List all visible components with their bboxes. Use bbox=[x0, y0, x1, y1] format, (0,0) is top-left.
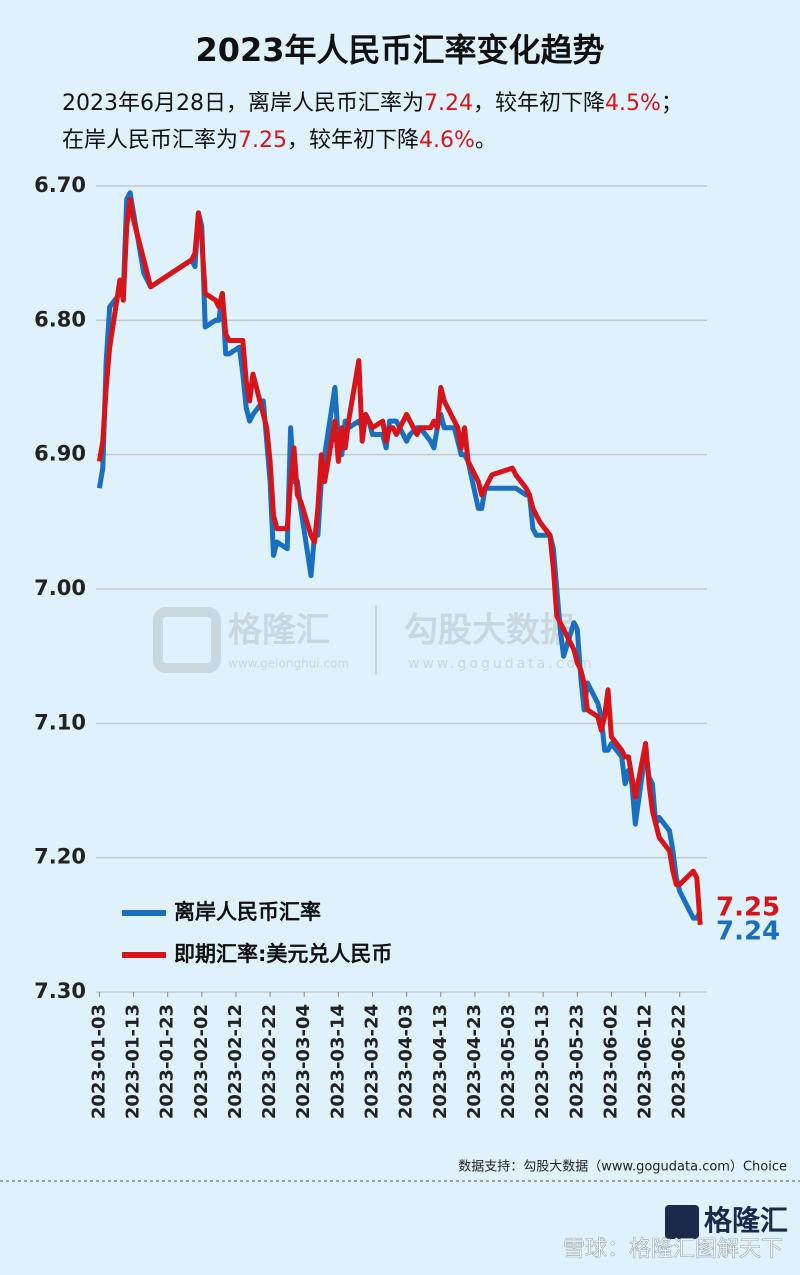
legend-label: 离岸人民币汇率 bbox=[174, 900, 321, 924]
x-tick-label: 2023-04-13 bbox=[430, 1004, 451, 1119]
y-tick-label: 7.00 bbox=[34, 576, 86, 600]
subtitle-segment: 在岸人民币汇率为 bbox=[62, 128, 238, 153]
x-tick-label: 2023-02-12 bbox=[225, 1004, 246, 1119]
subtitle-line: 2023年6月28日，离岸人民币汇率为7.24，较年初下降4.5%； bbox=[62, 91, 683, 116]
subtitle-segment: ； bbox=[661, 91, 683, 116]
x-tick-label: 2023-04-23 bbox=[464, 1004, 485, 1119]
subtitle-segment: 7.24 bbox=[424, 91, 473, 116]
y-tick-label: 7.20 bbox=[34, 845, 86, 869]
subtitle-segment: ，较年初下降 bbox=[473, 91, 605, 116]
subtitle-segment: 。 bbox=[475, 128, 497, 153]
y-tick-label: 6.70 bbox=[34, 173, 86, 197]
x-tick-label: 2023-05-23 bbox=[566, 1004, 587, 1119]
x-tick-label: 2023-06-02 bbox=[600, 1004, 621, 1119]
brand: 格隆汇 bbox=[704, 1204, 788, 1237]
watermark-logo bbox=[153, 607, 221, 673]
subtitle-segment: 4.5% bbox=[605, 91, 661, 116]
brand-logo bbox=[665, 1205, 699, 1239]
subtitle-line: 在岸人民币汇率为7.25，较年初下降4.6%。 bbox=[62, 128, 497, 153]
x-tick-label: 2023-05-13 bbox=[532, 1004, 553, 1119]
subtitle-segment: 2023年6月28日，离岸人民币汇率为 bbox=[62, 91, 424, 116]
subtitle-segment: ，较年初下降 bbox=[287, 128, 419, 153]
x-tick-label: 2023-01-13 bbox=[123, 1004, 144, 1119]
x-tick-label: 2023-05-03 bbox=[498, 1004, 519, 1119]
x-tick-label: 2023-03-14 bbox=[327, 1004, 348, 1119]
x-tick-label: 2023-01-03 bbox=[88, 1004, 109, 1119]
watermark-text: 格隆汇 bbox=[228, 611, 330, 651]
subtitle-segment: 7.25 bbox=[238, 128, 287, 153]
chart-title: 2023年人民币汇率变化趋势 bbox=[195, 31, 604, 69]
series-line bbox=[96, 196, 703, 925]
watermark-text: 勾股大数据 bbox=[404, 611, 574, 651]
source: 数据支持：勾股大数据（www.gogudata.com）Choice bbox=[458, 1160, 787, 1175]
watermark-text: www.gogudata.com bbox=[408, 656, 595, 672]
legend-label: 即期汇率:美元兑人民币 bbox=[174, 942, 392, 966]
x-tick-label: 2023-03-24 bbox=[361, 1004, 382, 1119]
x-tick-label: 2023-02-02 bbox=[191, 1004, 212, 1119]
watermark: 格隆汇 www.gelonghui.com 勾股大数据 www.gogudata… bbox=[153, 605, 595, 675]
x-tick-label: 2023-06-12 bbox=[635, 1004, 656, 1119]
end-label: 7.24 bbox=[716, 917, 780, 947]
x-tick-label: 2023-01-23 bbox=[157, 1004, 178, 1119]
footer: 雪球：格隆汇图解天下 bbox=[563, 1237, 783, 1262]
x-tick-label: 2023-03-04 bbox=[293, 1004, 314, 1119]
x-tick-label: 2023-04-03 bbox=[396, 1004, 417, 1119]
x-tick-label: 2023-06-22 bbox=[669, 1004, 690, 1119]
y-tick-label: 7.10 bbox=[34, 710, 86, 734]
watermark-text: www.gelonghui.com bbox=[228, 657, 349, 671]
x-tick-label: 2023-02-22 bbox=[259, 1004, 280, 1119]
subtitle-segment: 4.6% bbox=[419, 128, 475, 153]
y-tick-label: 6.90 bbox=[34, 442, 86, 466]
y-tick-label: 6.80 bbox=[34, 307, 86, 331]
subtitle: 2023年6月28日，离岸人民币汇率为7.24，较年初下降4.5%；在岸人民币汇… bbox=[62, 91, 683, 153]
end-label: 7.25 bbox=[716, 893, 780, 923]
y-tick-label: 7.30 bbox=[34, 979, 86, 1003]
